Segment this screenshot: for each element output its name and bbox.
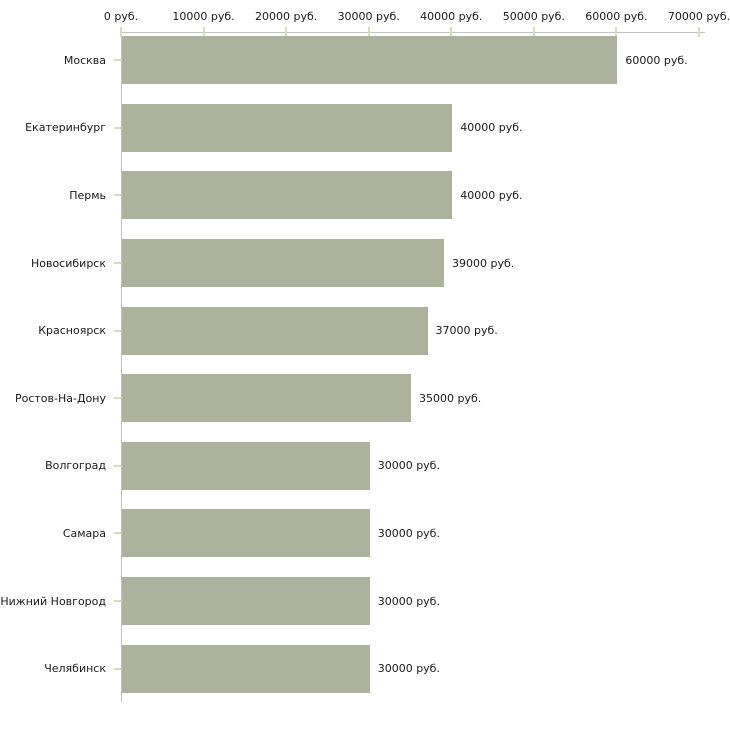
category-label: Екатеринбург <box>25 121 106 135</box>
y-tick <box>114 194 121 197</box>
bar-value-label: 30000 руб. <box>377 662 440 676</box>
bar <box>122 509 370 558</box>
bar-value-label: 30000 руб. <box>377 594 440 608</box>
bar-value-label: 39000 руб. <box>452 256 515 270</box>
x-tick-label: 10000 руб. <box>172 10 235 23</box>
category-label: Самара <box>62 526 106 540</box>
x-tick-label: 70000 руб. <box>667 10 730 23</box>
x-tick <box>532 27 535 37</box>
x-tick <box>698 27 700 37</box>
category-label: Красноярск <box>38 324 106 338</box>
bar-value-label: 35000 руб. <box>419 391 482 405</box>
bar <box>122 374 411 423</box>
category-label: Ростов-На-Дону <box>14 391 106 405</box>
bar-value-label: 60000 руб. <box>625 53 688 67</box>
x-tick-label: 50000 руб. <box>502 10 565 23</box>
x-tick-label: 40000 руб. <box>420 10 483 23</box>
bar <box>122 103 453 152</box>
x-tick <box>202 27 205 37</box>
x-tick-label: 20000 руб. <box>255 10 318 23</box>
y-tick <box>114 600 121 602</box>
bar-value-label: 37000 руб. <box>435 324 498 338</box>
bar-value-label: 40000 руб. <box>460 188 523 202</box>
x-axis-line <box>121 32 705 33</box>
x-tick <box>120 27 122 37</box>
bar <box>122 171 453 220</box>
x-tick-label: 0 руб. <box>103 10 139 23</box>
bar <box>122 306 428 355</box>
y-tick <box>114 667 121 670</box>
y-tick <box>114 532 121 535</box>
bar <box>122 577 370 625</box>
y-tick <box>114 126 121 129</box>
category-label: Новосибирск <box>30 256 106 270</box>
y-axis-line <box>121 32 122 702</box>
y-tick <box>114 262 121 264</box>
category-label: Волгоград <box>45 459 106 473</box>
bar-value-label: 40000 руб. <box>460 121 523 135</box>
category-label: Москва <box>63 53 106 67</box>
x-tick <box>367 27 370 37</box>
x-tick <box>450 27 453 37</box>
category-label: Челябинск <box>44 662 106 676</box>
y-tick <box>114 59 121 62</box>
bar <box>122 36 618 85</box>
bar <box>122 441 370 490</box>
x-tick <box>615 27 618 37</box>
bar <box>122 644 370 693</box>
bar <box>122 239 445 287</box>
bar-value-label: 30000 руб. <box>377 459 440 473</box>
y-tick <box>114 464 121 467</box>
category-label: Нижний Новгород <box>0 594 106 608</box>
category-label: Пермь <box>69 188 106 202</box>
y-tick <box>114 397 121 400</box>
x-tick-label: 60000 руб. <box>585 10 648 23</box>
y-tick <box>114 329 121 332</box>
bar-value-label: 30000 руб. <box>377 526 440 540</box>
x-tick <box>285 27 288 37</box>
x-tick-label: 30000 руб. <box>337 10 400 23</box>
